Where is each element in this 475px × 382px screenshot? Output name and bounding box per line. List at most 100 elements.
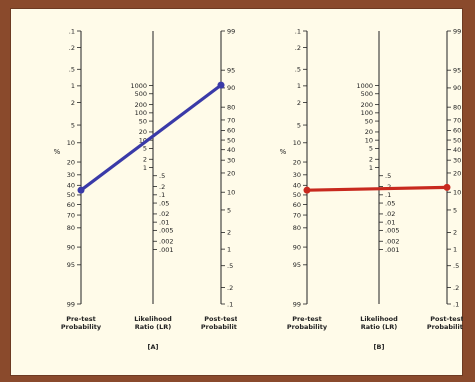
lr-upper-tick-label: 1000: [356, 82, 373, 90]
lr-title-line1: Likelihood: [360, 315, 398, 323]
pretest-title-line2: Probability: [61, 323, 102, 331]
pretest-tick-label: 40: [67, 182, 75, 190]
lr-lower-tick-label: .001: [385, 246, 399, 254]
lr-lower-tick-label: .01: [385, 218, 395, 226]
pretest-tick-label: 5: [297, 121, 301, 129]
posttest-tick-label: 10: [227, 189, 235, 197]
lr-upper-tick-label: 50: [139, 117, 147, 125]
posttest-tick-label: .1: [453, 300, 459, 308]
lr-lower-tick-label: .002: [385, 238, 399, 246]
lr-upper-tick-label: 20: [365, 128, 373, 136]
posttest-tick-label: 5: [227, 206, 231, 214]
lr-upper-tick-label: 1: [143, 164, 147, 172]
nomogram-figure: .1.2.5 1 2 5 10 20 30 40 50 60 70 80 90 95 99 99 95 90 80 7…: [10, 8, 463, 376]
pretest-tick-label: .5: [295, 66, 301, 74]
lr-upper-tick-label: 500: [135, 90, 147, 98]
posttest-tick-label: 80: [227, 103, 235, 111]
pretest-tick-label: 95: [67, 261, 75, 269]
lr-upper-tick-label: 5: [143, 145, 147, 153]
lr-upper-tick-label: 20: [139, 128, 147, 136]
pretest-tick-label: .1: [295, 27, 301, 35]
posttest-tick-label: 10: [453, 189, 461, 197]
posttest-tick-label: .1: [227, 300, 233, 308]
lr-lower-tick-label: .2: [159, 183, 165, 191]
pretest-tick-label: 60: [293, 201, 301, 209]
posttest-tick-label: 50: [453, 136, 461, 144]
pretest-tick-label: 60: [67, 201, 75, 209]
lr-upper-tick-label: 2: [143, 156, 147, 164]
lr-lower-tick-label: .5: [159, 172, 165, 180]
posttest-tick-label: 40: [453, 146, 461, 154]
lr-upper-tick-label: 10: [139, 136, 147, 144]
posttest-tick-label: 90: [453, 84, 461, 92]
lr-upper-tick-label: 50: [365, 117, 373, 125]
pretest-tick-label: 1: [297, 82, 301, 90]
lr-lower-tick-label: .1: [385, 191, 391, 199]
lr-upper-tick-label: 2: [369, 156, 373, 164]
pretest-tick-label: 95: [293, 261, 301, 269]
lr-lower-tick-label: .005: [385, 227, 399, 235]
pretest-tick-label: 20: [67, 158, 75, 166]
posttest-tick-label: 70: [227, 116, 235, 124]
lr-lower-tick-label: .2: [385, 183, 391, 191]
lr-upper-tick-label: 100: [135, 109, 147, 117]
lr-lower-tick-label: .05: [385, 199, 395, 207]
nomogram-a-svg: .1.2.51251020304050607080909599999590807…: [54, 27, 237, 351]
posttest-tick-label: 60: [227, 127, 235, 135]
pretest-tick-label: 2: [297, 99, 301, 107]
pretest-tick-label: 5: [71, 121, 75, 129]
pretest-percent-label: %: [54, 148, 61, 156]
posttest-tick-label: 99: [453, 27, 461, 35]
lr-upper-tick-label: 500: [361, 90, 373, 98]
posttest-tick-label: 20: [453, 169, 461, 177]
pretest-tick-label: 10: [67, 139, 75, 147]
probability-line-a: [79, 83, 223, 192]
lr-upper-tick-label: 10: [365, 136, 373, 144]
pretest-tick-label: .2: [295, 44, 301, 52]
posttest-title-line1: Post-test: [430, 315, 463, 323]
lr-upper-tick-label: 200: [135, 101, 147, 109]
posttest-tick-label: 40: [227, 146, 235, 154]
posttest-tick-label: 5: [453, 206, 457, 214]
posttest-tick-label: 95: [453, 66, 461, 74]
lr-lower-tick-label: .001: [159, 246, 173, 254]
lr-lower-tick-label: .02: [385, 210, 395, 218]
pretest-tick-label: 10: [293, 139, 301, 147]
lr-title-line1: Likelihood: [134, 315, 172, 323]
pretest-tick-label: 90: [293, 243, 301, 251]
posttest-tick-label: 1: [453, 245, 457, 253]
pretest-tick-label: 20: [293, 158, 301, 166]
pretest-title-line1: Pre-test: [292, 315, 322, 323]
posttest-tick-label: 30: [453, 156, 461, 164]
posttest-tick-label: 60: [453, 127, 461, 135]
nomogram-panel-a: .1.2.5 1 2 5 10 20 30 40 50 60 70 80 90 95 99 99 95 90 80 7…: [11, 9, 237, 375]
lr-lower-tick-label: .5: [385, 172, 391, 180]
lr-title-line2: Ratio (LR): [361, 323, 398, 331]
pretest-tick-label: 99: [293, 300, 301, 308]
panel-label-a: [A]: [148, 343, 159, 351]
pretest-percent-label: %: [280, 148, 287, 156]
posttest-tick-label: 1: [227, 245, 231, 253]
posttest-tick-label: .5: [227, 262, 233, 270]
lr-upper-tick-label: 100: [361, 109, 373, 117]
pretest-tick-label: 90: [67, 243, 75, 251]
posttest-tick-label: .5: [453, 262, 459, 270]
panel-label-b: [B]: [374, 343, 385, 351]
pretest-tick-label: 99: [67, 300, 75, 308]
pretest-point-b: [303, 186, 311, 194]
posttest-tick-label: 99: [227, 27, 235, 35]
lr-lower-tick-label: .002: [159, 238, 173, 246]
nomogram-panel-b: .1.2.5 1 2 5 10 20 30 40 50 60 70 80 90 95 99 99 95 90 80 7…: [237, 9, 463, 375]
posttest-tick-label: .2: [453, 284, 459, 292]
lr-upper-tick-label: 5: [369, 145, 373, 153]
posttest-title-line2: Probability: [427, 323, 463, 331]
pretest-tick-label: 40: [293, 182, 301, 190]
pretest-tick-label: 80: [293, 224, 301, 232]
pretest-tick-label: 80: [67, 224, 75, 232]
posttest-tick-label: 95: [227, 66, 235, 74]
lr-upper-tick-label: 200: [361, 101, 373, 109]
posttest-point-a: [217, 81, 225, 89]
pretest-tick-label: 50: [67, 191, 75, 199]
posttest-tick-label: 90: [227, 84, 235, 92]
pretest-tick-label: 30: [293, 171, 301, 179]
